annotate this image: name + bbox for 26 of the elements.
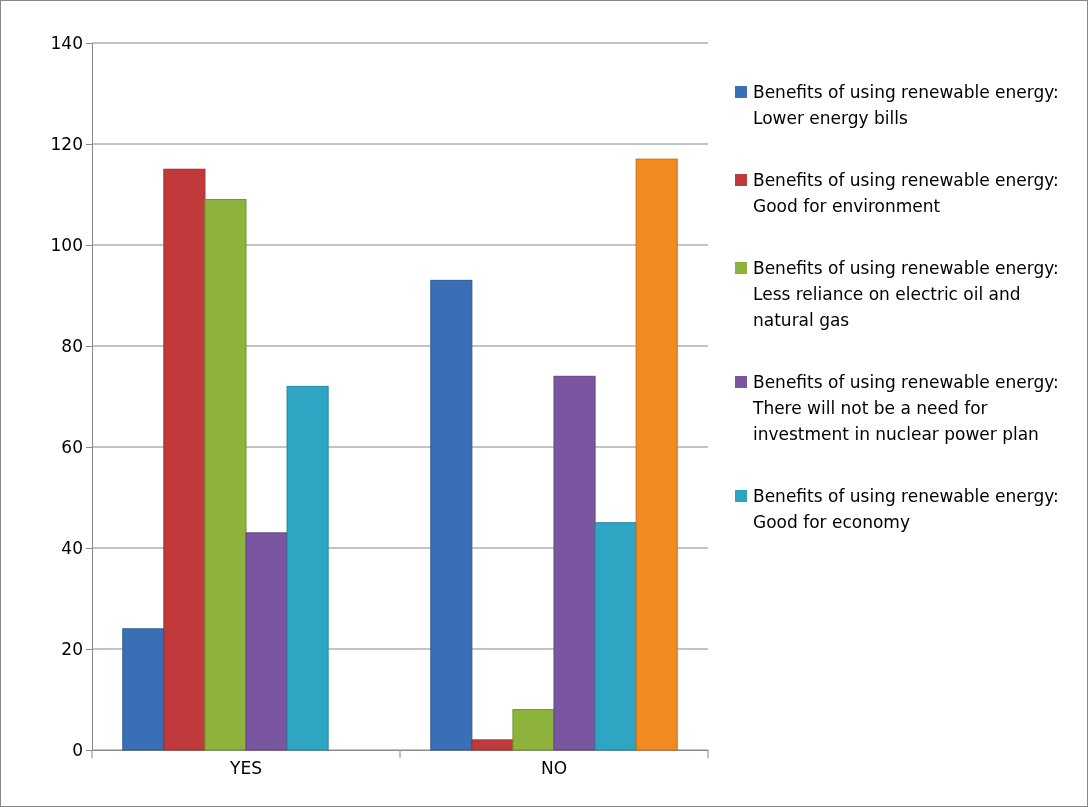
legend-label: Benefits of using renewable energy: Good for environment bbox=[753, 170, 1059, 216]
bar bbox=[286, 385, 329, 751]
bar bbox=[471, 739, 514, 751]
bar bbox=[204, 199, 247, 751]
bar bbox=[512, 709, 555, 751]
legend-label: Benefits of using renewable energy: There will not be a need for investment in nuclear power plan bbox=[752, 372, 1059, 444]
y-tick-label: 140 bbox=[50, 32, 83, 53]
y-tick-label: 0 bbox=[72, 739, 83, 760]
y-tick-label: 100 bbox=[50, 234, 83, 255]
bar bbox=[635, 158, 678, 751]
bar bbox=[122, 628, 165, 751]
legend-label: Benefits of using renewable energy: Less reliance on electric oil and natural gas bbox=[753, 258, 1059, 330]
y-tick-label: 60 bbox=[61, 436, 83, 457]
x-tick-label: NO bbox=[540, 758, 568, 779]
bar bbox=[163, 168, 206, 751]
x-tick-label: YES bbox=[229, 758, 262, 779]
y-tick-label: 40 bbox=[61, 537, 83, 558]
y-tick-label: 80 bbox=[61, 335, 83, 356]
bar bbox=[553, 375, 596, 751]
bar bbox=[245, 532, 288, 751]
legend-label: Benefits of using renewable energy: Lower energy bills bbox=[753, 82, 1059, 128]
y-tick-label: 20 bbox=[61, 638, 83, 659]
bar bbox=[430, 279, 473, 751]
y-tick-label: 120 bbox=[50, 133, 83, 154]
bar bbox=[594, 522, 637, 751]
legend-label: Benefits of using renewable energy: Good for economy bbox=[753, 486, 1059, 532]
